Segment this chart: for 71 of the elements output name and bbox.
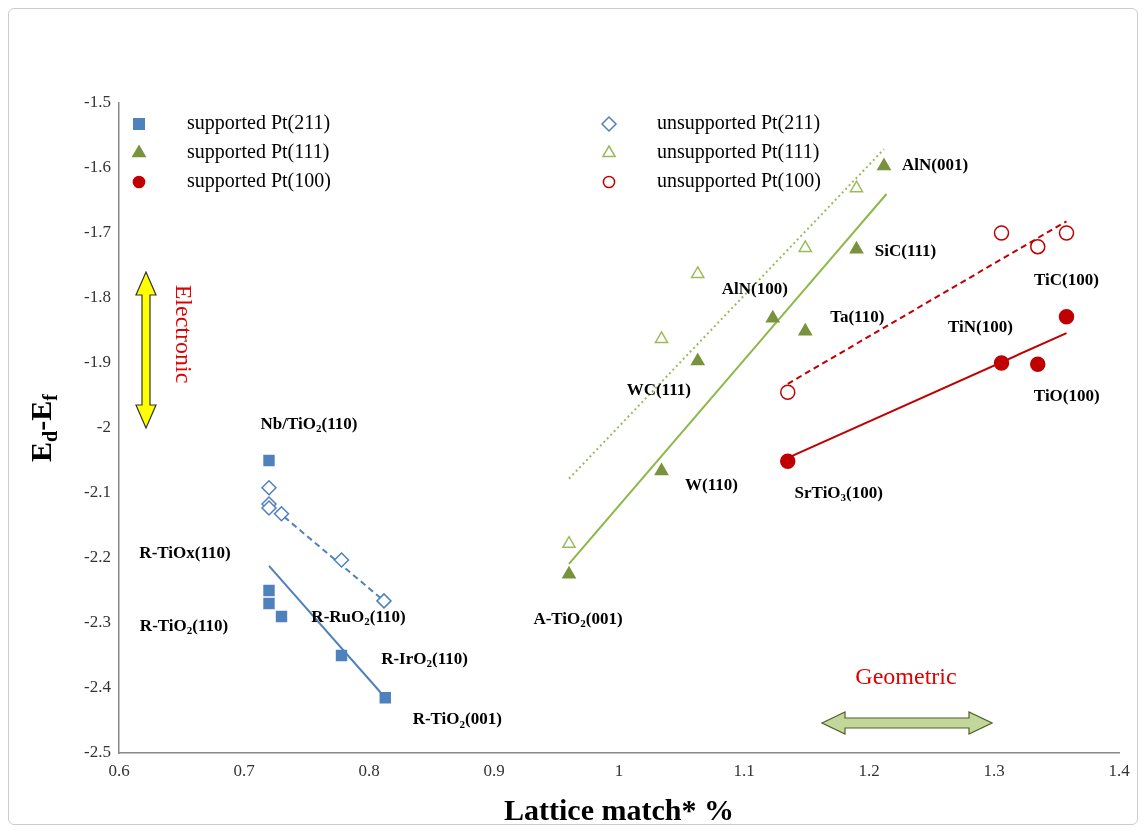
y-tick-label: -2.4	[84, 677, 112, 697]
point	[993, 355, 1010, 371]
point	[780, 453, 796, 469]
point	[798, 240, 813, 253]
point	[780, 384, 796, 400]
y-tick-label: -2	[96, 417, 111, 437]
annotation: TiO(100)	[1033, 385, 1100, 405]
x-tick-label: 1.4	[1108, 760, 1131, 780]
point	[993, 225, 1010, 241]
annotation: Electronic	[170, 284, 197, 384]
y-tick-label: -1.7	[84, 222, 112, 242]
point	[849, 241, 864, 254]
y-tick-label: -1.9	[84, 352, 111, 372]
annotation: TiC(100)	[1034, 270, 1099, 290]
point	[263, 454, 275, 467]
point	[877, 158, 891, 171]
x-tick-label: 0.8	[358, 760, 380, 780]
y-tick-label: -2.3	[84, 612, 111, 632]
point	[690, 353, 705, 366]
point	[263, 597, 275, 610]
point	[765, 310, 780, 323]
legend-label: unsupported Pt(111)	[657, 140, 820, 164]
point	[376, 593, 392, 609]
x-tick-label: 1.1	[733, 760, 755, 780]
legend-label: unsupported Pt(211)	[657, 111, 821, 135]
point	[261, 480, 277, 496]
point	[333, 552, 350, 568]
annotation: Ta(110)	[830, 306, 885, 326]
point	[562, 535, 576, 548]
annotation: W(110)	[685, 475, 738, 495]
annotation: SiC(111)	[874, 240, 937, 260]
legend-label: supported Pt(111)	[187, 140, 330, 164]
point	[1030, 238, 1046, 255]
annotation: AlN(001)	[901, 155, 969, 175]
point	[1030, 356, 1046, 373]
y-axis-title: Ed-Ef	[23, 393, 62, 462]
point	[335, 649, 348, 662]
point	[1058, 225, 1075, 241]
x-tick-label: 1.2	[858, 760, 880, 780]
y-tick-label: -2.5	[84, 742, 111, 762]
point	[261, 500, 277, 516]
x-tick-label: 1.3	[983, 760, 1005, 780]
y-tick-label: -1.6	[84, 157, 111, 177]
y-tick-label: -1.5	[84, 92, 111, 112]
annotation: WC(111)	[626, 380, 691, 400]
point	[654, 463, 669, 476]
y-tick-label: -2.1	[84, 482, 111, 502]
point	[849, 180, 864, 193]
point	[562, 566, 576, 579]
point	[275, 610, 288, 623]
x-tick-label: 0.6	[108, 760, 130, 780]
point	[654, 331, 669, 344]
annotation: R-TiOx(110)	[139, 542, 231, 562]
annotation: AlN(100)	[721, 278, 788, 298]
point	[263, 584, 275, 597]
legend-label: unsupported Pt(100)	[657, 169, 821, 193]
point	[690, 266, 705, 279]
x-tick-label: 1	[614, 760, 624, 780]
point	[379, 692, 391, 704]
x-tick-label: 0.9	[483, 760, 505, 780]
legend-label: supported Pt(211)	[187, 111, 331, 135]
x-axis-title: Lattice match* %	[504, 792, 734, 826]
point	[1058, 309, 1075, 325]
y-tick-label: -1.8	[84, 287, 111, 307]
annotation: Geometric	[855, 663, 957, 690]
annotation: TiN(100)	[948, 317, 1013, 337]
y-tick-label: -2.2	[84, 547, 111, 567]
point	[273, 506, 290, 522]
point	[798, 323, 813, 336]
legend-label: supported Pt(100)	[187, 169, 331, 193]
x-tick-label: 0.7	[233, 760, 256, 780]
